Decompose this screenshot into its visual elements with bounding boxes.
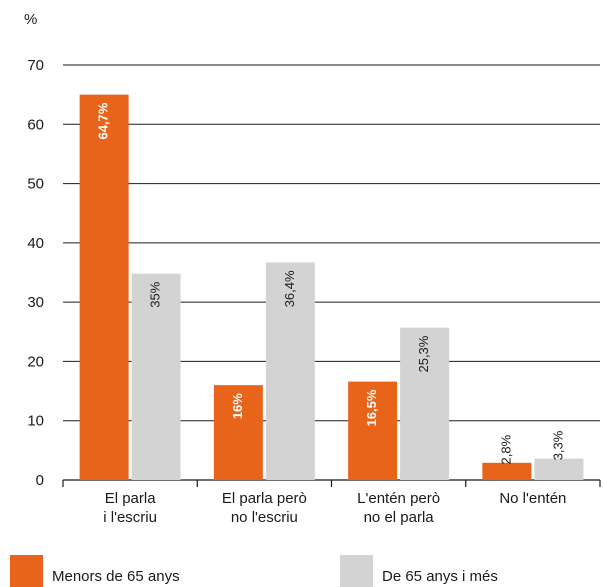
y-tick-label: 60 (27, 116, 44, 133)
bar-grans (534, 458, 584, 480)
bar-grans (265, 262, 315, 480)
legend: Menors de 65 anys De 65 anys i més (10, 555, 498, 587)
legend-label: De 65 anys i més (382, 568, 498, 585)
y-tick-label: 0 (36, 472, 44, 489)
data-label: 2,8% (498, 434, 513, 464)
x-category-label: No l'entén (499, 490, 566, 507)
legend-label: Menors de 65 anys (52, 568, 180, 585)
bar-grans (400, 327, 450, 480)
data-label: 35% (148, 281, 163, 307)
bar-grans (131, 273, 181, 480)
bar-menors (348, 381, 398, 480)
x-axis: El parla i l'escriu El parla però no l'escr… (62, 480, 601, 526)
data-label: 16% (230, 393, 245, 419)
y-axis: 0 10 20 30 40 50 60 70 (27, 57, 44, 489)
x-category-label: L'entén però no el parla (357, 490, 440, 526)
bar-menors (482, 462, 532, 480)
y-tick-label: 10 (27, 413, 44, 430)
y-tick-label: 70 (27, 57, 44, 74)
bar-menors (79, 94, 129, 481)
y-tick-label: 20 (27, 353, 44, 370)
y-axis-label: % (24, 11, 37, 28)
data-label: 64,7% (96, 102, 111, 139)
y-tick-label: 50 (27, 176, 44, 193)
legend-swatch (10, 555, 43, 587)
x-category-label: El parla però no l'escriu (222, 490, 307, 526)
bars: 64,7% 35% 16% 36,4% 16,5% 25,3% 2,8% 3,3% (79, 94, 584, 481)
data-label: 3,3% (550, 430, 565, 460)
bar-menors (213, 385, 263, 480)
data-label: 16,5% (364, 389, 379, 426)
x-category-label: El parla i l'escriu (103, 490, 157, 526)
y-tick-label: 30 (27, 294, 44, 311)
legend-swatch (340, 555, 373, 587)
data-label: 25,3% (416, 335, 431, 372)
y-tick-label: 40 (27, 235, 44, 252)
data-label: 36,4% (282, 270, 297, 307)
